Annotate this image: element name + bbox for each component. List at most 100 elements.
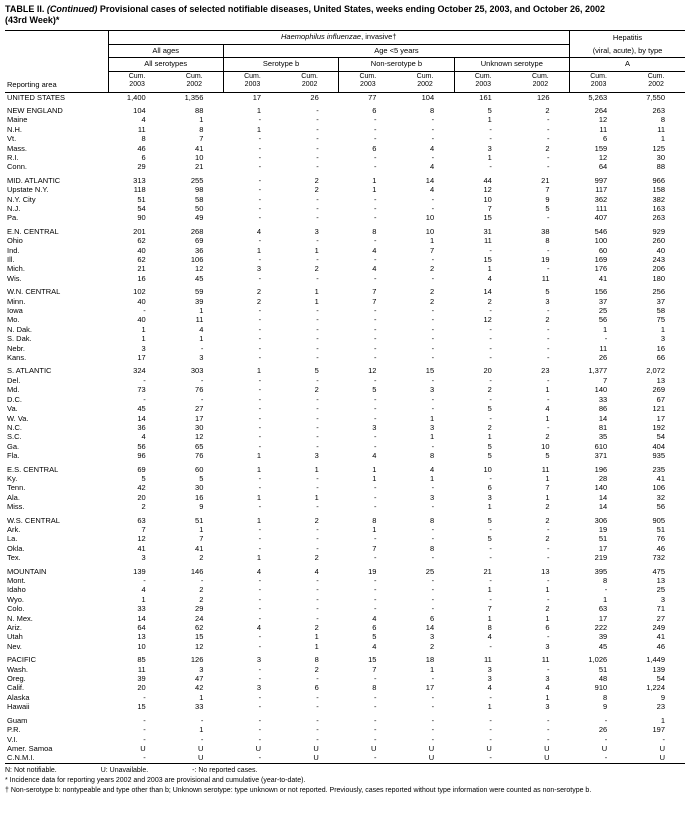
value-cell: -	[258, 585, 262, 595]
value-cell: 12	[368, 366, 377, 376]
value-cell: 50	[195, 203, 204, 213]
value-cell: 5	[141, 473, 146, 483]
value-cell: 4	[487, 683, 492, 693]
value-cell: 118	[133, 185, 146, 195]
value-cell: 5	[372, 385, 377, 395]
value-cell: -	[547, 264, 550, 274]
reporting-area-cell: Guam	[7, 715, 28, 725]
value-cell: 20	[483, 366, 492, 376]
value-cell: 966	[652, 175, 665, 185]
value-cell: 11	[599, 124, 608, 134]
value-cell: 7,550	[646, 92, 665, 102]
value-cell: -	[316, 543, 319, 553]
reporting-area-cell: Ark.	[7, 524, 21, 534]
value-cell: 1,224	[646, 683, 665, 693]
value-cell: 3	[429, 632, 435, 642]
value-cell: 1	[429, 432, 435, 442]
value-cell: 117	[595, 185, 608, 195]
value-cell: -	[200, 576, 204, 585]
reporting-area-cell: Wash.	[7, 664, 28, 674]
value-cell: 1,449	[646, 655, 665, 665]
table-title-text: Provisional cases of selected notifiable…	[99, 4, 606, 14]
table-label: TABLE II.	[5, 4, 45, 14]
value-cell: -	[143, 576, 146, 585]
value-cell: -	[373, 162, 377, 172]
value-cell: -	[316, 413, 319, 423]
reporting-area-cell: D.C.	[7, 394, 22, 404]
value-cell: U	[659, 743, 665, 753]
value-cell: 2	[314, 515, 319, 525]
value-cell: 1	[545, 585, 550, 595]
value-cell: -	[431, 194, 435, 204]
value-cell: 126	[190, 655, 204, 665]
value-cell: 2	[314, 385, 319, 395]
value-cell: 23	[541, 366, 550, 376]
value-cell: 58	[656, 306, 665, 316]
value-cell: 21	[483, 566, 492, 576]
region-row: NEW ENGLAND 104 88 1 - 6 8 5 2 264 263	[5, 102, 685, 115]
value-cell: 5	[487, 451, 492, 461]
value-cell: 17	[598, 543, 608, 553]
reporting-area-cell: Wyo.	[7, 594, 25, 604]
value-cell: 11	[657, 124, 665, 134]
value-cell: 18	[425, 655, 435, 665]
value-cell: 475	[652, 566, 665, 576]
value-cell: 58	[195, 194, 204, 204]
value-cell: -	[143, 734, 146, 744]
value-cell: 8	[603, 692, 608, 702]
value-cell: -	[431, 585, 435, 595]
value-cell: 32	[656, 492, 665, 502]
table-row: Idaho 4 2 - - - - 1 1 - 25	[5, 585, 685, 594]
value-cell: -	[316, 594, 319, 604]
value-cell: 28	[598, 473, 608, 483]
value-cell: -	[604, 334, 608, 344]
value-cell: 42	[137, 483, 146, 493]
value-cell: 54	[656, 432, 665, 442]
value-cell: -	[547, 124, 550, 134]
value-cell: 1	[141, 324, 146, 334]
reporting-area-cell: Mo.	[7, 315, 20, 325]
value-cell: 1	[660, 134, 665, 144]
value-cell: 7	[372, 543, 377, 553]
value-cell: 1	[487, 115, 492, 125]
value-cell: -	[316, 203, 319, 213]
value-cell: 56	[137, 441, 146, 451]
reporting-area-cell: W. Va.	[7, 413, 29, 423]
value-cell: 313	[133, 175, 146, 185]
table-row: Colo. 33 29 - - - - 7 2 63 71	[5, 604, 685, 613]
value-cell: 33	[598, 394, 608, 404]
reporting-area-cell: Miss.	[7, 502, 25, 512]
all-ages-header: All ages	[107, 44, 224, 58]
value-cell: 1	[545, 385, 550, 395]
value-cell: 139	[652, 664, 665, 674]
value-cell: 2	[545, 534, 550, 544]
value-cell: -	[316, 115, 319, 125]
value-cell: -	[431, 734, 435, 744]
value-cell: 42	[195, 683, 204, 693]
table-row: N.C. 36 30 - - 3 3 2 - 81 192	[5, 423, 685, 432]
table-week-label: (43rd Week)*	[5, 15, 60, 25]
value-cell: -	[258, 375, 262, 385]
value-cell: -	[258, 692, 262, 702]
value-cell: 4	[429, 464, 435, 474]
value-cell: 29	[195, 604, 204, 614]
value-cell: -	[258, 236, 262, 246]
value-cell: -	[316, 394, 319, 404]
table-title: TABLE II. (Continued) Provisional cases …	[5, 4, 685, 26]
value-cell: 69	[195, 236, 204, 246]
table-row: S.C. 4 12- - -1 1 2 35 54	[5, 432, 685, 441]
value-cell: 40	[137, 315, 146, 325]
all-serotypes-header: All serotypes	[107, 57, 224, 72]
value-cell: 2	[314, 664, 319, 674]
table-row: Ill. 62 106 - - - - 15 19 169 243	[5, 255, 685, 264]
value-cell: 9	[603, 702, 608, 712]
value-cell: 2	[199, 553, 204, 563]
value-cell: -	[489, 734, 492, 744]
value-cell: 235	[652, 464, 665, 474]
value-cell: 1	[372, 175, 377, 185]
reporting-area-cell: Va.	[7, 404, 18, 414]
value-cell: -	[662, 734, 666, 744]
value-cell: 16	[195, 492, 204, 502]
value-cell: 45	[598, 641, 608, 651]
value-cell: 1	[487, 264, 492, 274]
